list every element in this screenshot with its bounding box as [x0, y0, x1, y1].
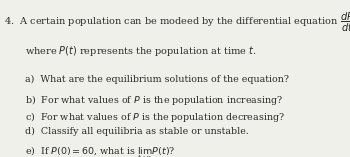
Text: a)  What are the equilibrium solutions of the equation?: a) What are the equilibrium solutions of…	[25, 75, 288, 84]
Text: 4.  A certain population can be modeed by the differential equation $\dfrac{dP}{: 4. A certain population can be modeed by…	[4, 11, 350, 34]
Text: d)  Classify all equilibria as stable or unstable.: d) Classify all equilibria as stable or …	[25, 127, 248, 136]
Text: e)  If $P(0) = 60$, what is $\lim_{t \to \infty} P(t)$?: e) If $P(0) = 60$, what is $\lim_{t \to …	[25, 144, 175, 157]
Text: b)  For what values of $P$ is the population increasing?: b) For what values of $P$ is the populat…	[25, 93, 283, 107]
Text: c)  For what values of $P$ is the population decreasing?: c) For what values of $P$ is the populat…	[25, 110, 285, 124]
Text: where $P(t)$ represents the population at time $t$.: where $P(t)$ represents the population a…	[25, 44, 256, 58]
